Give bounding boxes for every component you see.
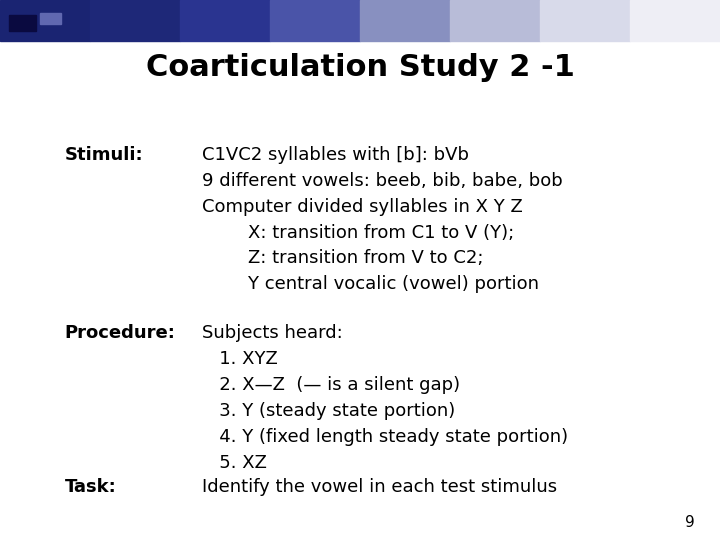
Text: Z: transition from V to C2;: Z: transition from V to C2; <box>202 249 483 267</box>
Text: 1. XYZ: 1. XYZ <box>202 350 277 368</box>
Bar <box>40 13 60 24</box>
Text: 2. X—Z  (— is a silent gap): 2. X—Z (— is a silent gap) <box>202 376 460 394</box>
Text: Stimuli:: Stimuli: <box>65 146 143 164</box>
Bar <box>0 0 90 40</box>
Bar <box>180 0 270 40</box>
Bar <box>360 0 450 40</box>
Text: Computer divided syllables in X Y Z: Computer divided syllables in X Y Z <box>202 198 522 215</box>
Text: 3. Y (steady state portion): 3. Y (steady state portion) <box>202 402 455 420</box>
Text: Subjects heard:: Subjects heard: <box>202 324 342 342</box>
Bar <box>540 0 630 40</box>
Bar <box>450 0 540 40</box>
Text: 9: 9 <box>685 515 695 530</box>
Text: Identify the vowel in each test stimulus: Identify the vowel in each test stimulus <box>202 478 557 496</box>
Text: Y central vocalic (vowel) portion: Y central vocalic (vowel) portion <box>202 275 539 293</box>
Bar <box>90 0 180 40</box>
Text: C1VC2 syllables with [b]: bVb: C1VC2 syllables with [b]: bVb <box>202 146 469 164</box>
Text: Task:: Task: <box>65 478 117 496</box>
Text: X: transition from C1 to V (Y);: X: transition from C1 to V (Y); <box>202 224 514 241</box>
Bar <box>270 0 360 40</box>
Bar <box>9 15 36 31</box>
Bar <box>630 0 720 40</box>
Text: 9 different vowels: beeb, bib, babe, bob: 9 different vowels: beeb, bib, babe, bob <box>202 172 562 190</box>
Text: 5. XZ: 5. XZ <box>202 454 266 471</box>
Text: Procedure:: Procedure: <box>65 324 176 342</box>
Text: 4. Y (fixed length steady state portion): 4. Y (fixed length steady state portion) <box>202 428 568 445</box>
Text: Coarticulation Study 2 -1: Coarticulation Study 2 -1 <box>145 53 575 82</box>
